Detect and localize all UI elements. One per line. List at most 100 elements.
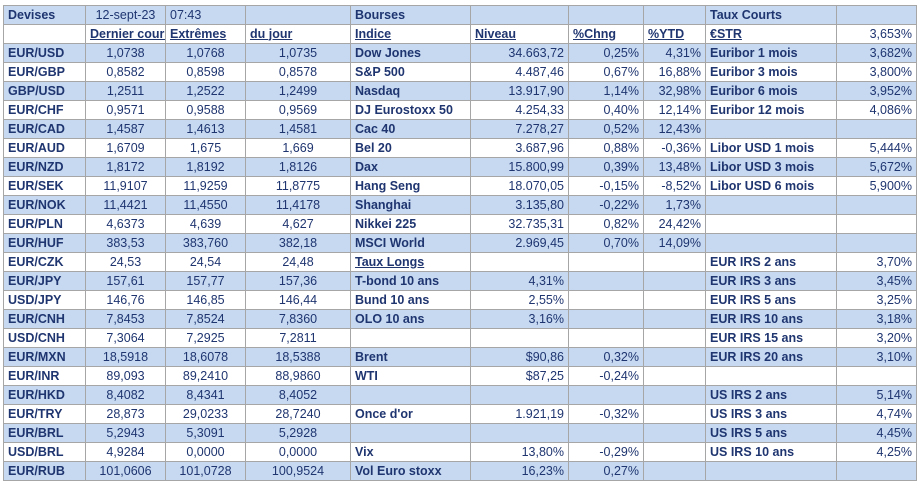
quote-row: EUR/NOK 11,4421 11,4550 11,4178 Shanghai 3.13… (3, 195, 917, 215)
cell: USD/CNH (3, 328, 86, 348)
cell: 7.278,27 (470, 119, 569, 139)
cell: EUR IRS 20 ans (705, 347, 837, 367)
cell: 3,25% (836, 290, 917, 310)
cell: 4,627 (245, 214, 351, 234)
cell: 0,25% (568, 43, 644, 63)
cell: 0,88% (568, 138, 644, 158)
cell: 1,73% (643, 195, 706, 215)
cell (836, 5, 917, 25)
cell: 7,3064 (85, 328, 166, 348)
cell: 1,14% (568, 81, 644, 101)
cell: 8,4082 (85, 385, 166, 405)
cell: 16,88% (643, 62, 706, 82)
cell: Once d'or (350, 404, 471, 424)
cell (643, 309, 706, 329)
cell: 24,42% (643, 214, 706, 234)
cell: 13,80% (470, 442, 569, 462)
cell: 18,5388 (245, 347, 351, 367)
cell: US IRS 5 ans (705, 423, 837, 443)
cell: 4,31% (643, 43, 706, 63)
cell (643, 271, 706, 291)
quote-row: EUR/NZD 1,8172 1,8192 1,8126 Dax 15.800,99 0,3… (3, 157, 917, 177)
cell: 11,4421 (85, 195, 166, 215)
quote-row: EUR/JPY 157,61 157,77 157,36 T-bond 10 ans 4,… (3, 271, 917, 291)
cell: 3,45% (836, 271, 917, 291)
cell (643, 385, 706, 405)
cell: 3,20% (836, 328, 917, 348)
cell: 4,086% (836, 100, 917, 120)
cell: EUR/CAD (3, 119, 86, 139)
cell: 1,0738 (85, 43, 166, 63)
cell (568, 328, 644, 348)
cell: $90,86 (470, 347, 569, 367)
cell: EUR/PLN (3, 214, 86, 234)
cell (643, 442, 706, 462)
quote-row: EUR/HKD 8,4082 8,4341 8,4052 US IRS 2 ans 5,1… (3, 385, 917, 405)
cell: 7,8453 (85, 309, 166, 329)
column-header-row: Dernier cours Extrêmes du jour Indice Niveau… (3, 24, 917, 44)
cell: 18,5918 (85, 347, 166, 367)
cell (836, 214, 917, 234)
cell: 4,9284 (85, 442, 166, 462)
cell (568, 252, 644, 272)
cell: Euribor 12 mois (705, 100, 837, 120)
cell: 4,639 (165, 214, 246, 234)
cell: EUR/RUB (3, 461, 86, 481)
cell: 7,8524 (165, 309, 246, 329)
cell: 13,48% (643, 157, 706, 177)
cell: 2.969,45 (470, 233, 569, 253)
cell: 0,39% (568, 157, 644, 177)
cell: Bund 10 ans (350, 290, 471, 310)
cell (705, 195, 837, 215)
cell: Taux Longs (350, 252, 471, 272)
cell: %Chng (568, 24, 644, 44)
cell: 1,2511 (85, 81, 166, 101)
quote-row: EUR/AUD 1,6709 1,675 1,669 Bel 20 3.687,96 0,8… (3, 138, 917, 158)
cell: $87,25 (470, 366, 569, 386)
cell: 1,0768 (165, 43, 246, 63)
cell (836, 195, 917, 215)
cell: 146,44 (245, 290, 351, 310)
cell: 1,2522 (165, 81, 246, 101)
cell: 7,8360 (245, 309, 351, 329)
cell: 3,10% (836, 347, 917, 367)
quote-row: EUR/BRL 5,2943 5,3091 5,2928 US IRS 5 ans 4,4… (3, 423, 917, 443)
cell (568, 385, 644, 405)
cell (705, 461, 837, 481)
cell: 4,31% (470, 271, 569, 291)
quote-row: EUR/MXN 18,5918 18,6078 18,5388 Brent $90,86 0… (3, 347, 917, 367)
cell: 3,18% (836, 309, 917, 329)
cell: US IRS 10 ans (705, 442, 837, 462)
cell: -0,32% (568, 404, 644, 424)
cell: 3,682% (836, 43, 917, 63)
cell: 12,14% (643, 100, 706, 120)
cell: 4.254,33 (470, 100, 569, 120)
cell: DJ Eurostoxx 50 (350, 100, 471, 120)
cell: 1,4587 (85, 119, 166, 139)
cell: 5,672% (836, 157, 917, 177)
cell: 12,43% (643, 119, 706, 139)
cell: Shanghai (350, 195, 471, 215)
cell: Euribor 3 mois (705, 62, 837, 82)
cell: 0,8582 (85, 62, 166, 82)
cell: EUR/HUF (3, 233, 86, 253)
cell (470, 252, 569, 272)
quote-row: USD/BRL 4,9284 0,0000 0,0000 Vix 13,80% -0,29%… (3, 442, 917, 462)
cell: EUR IRS 2 ans (705, 252, 837, 272)
cell: US IRS 3 ans (705, 404, 837, 424)
cell: 18,6078 (165, 347, 246, 367)
cell: Taux Courts (705, 5, 837, 25)
cell: 7,2811 (245, 328, 351, 348)
cell: EUR IRS 15 ans (705, 328, 837, 348)
cell: 1,2499 (245, 81, 351, 101)
cell: Euribor 1 mois (705, 43, 837, 63)
cell: Libor USD 3 mois (705, 157, 837, 177)
cell: 3.687,96 (470, 138, 569, 158)
cell: Hang Seng (350, 176, 471, 196)
cell: Extrêmes (165, 24, 246, 44)
cell (470, 423, 569, 443)
cell: 0,0000 (165, 442, 246, 462)
cell: 4,45% (836, 423, 917, 443)
quote-row: EUR/RUB 101,0606 101,0728 100,9524 Vol Euro … (3, 461, 917, 481)
cell: Niveau (470, 24, 569, 44)
